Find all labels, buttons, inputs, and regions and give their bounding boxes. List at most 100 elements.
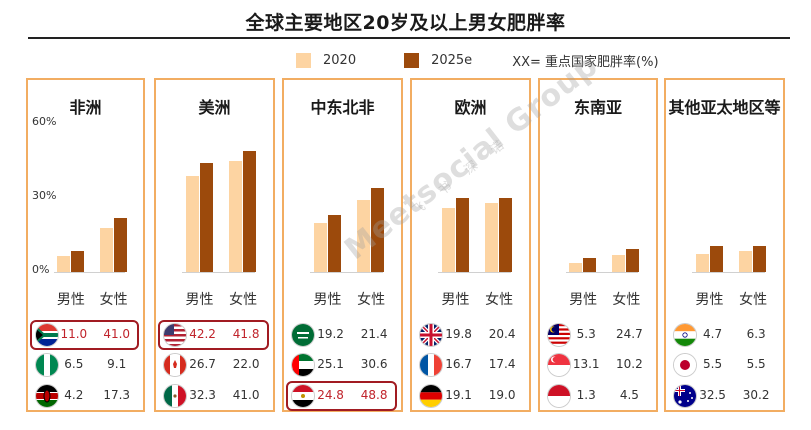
- x-category-label: 男性: [313, 292, 342, 308]
- egypt-flag-icon: [292, 385, 314, 407]
- saudi-flag-icon: [292, 324, 314, 346]
- male-rate-value: 32.3: [189, 388, 216, 402]
- region-panel: 中东北非男性 女性 19.2 21.4 25.1 30.6 24.8 48.8: [282, 78, 403, 412]
- female-rate-value: 4.5: [619, 388, 639, 402]
- bar-2025e-female: [753, 246, 767, 272]
- y-tick-label: 0%: [32, 263, 50, 276]
- bar-2020-female: [485, 202, 499, 272]
- region-panel: 非洲 60% 30% 0% 男性 女性 11.0 41.0 6.5 9.1 4.2 17.3: [26, 78, 145, 412]
- male-rate-value: 26.7: [189, 357, 216, 371]
- female-rate-value: 48.8: [360, 388, 388, 402]
- male-rate-value: 11.0: [60, 327, 88, 341]
- region-panel: 东南亚 男性 女性 5.3 24.7 13.1 10.2 1.3 4.5: [538, 78, 658, 412]
- legend-label-2025e: 2025e: [431, 53, 473, 68]
- panel-title: 中东北非: [310, 98, 375, 117]
- x-axis-line: [310, 272, 383, 273]
- uae-flag-icon: [292, 354, 314, 376]
- male-rate-value: 6.5: [64, 357, 84, 371]
- bar-2020-female: [357, 200, 371, 272]
- female-rate-value: 30.2: [742, 388, 770, 402]
- male-rate-value: 4.7: [703, 327, 723, 341]
- x-category-label: 女性: [357, 292, 386, 308]
- bar-2025e-female: [113, 217, 127, 272]
- south-africa-flag-icon: [36, 324, 58, 346]
- mexico-flag-icon: [164, 385, 186, 407]
- indonesia-flag-icon: [548, 385, 570, 407]
- male-rate-value: 42.2: [189, 327, 216, 341]
- legend: 2020 2025e XX= 重点国家肥胖率(%): [296, 51, 659, 70]
- highlight-box: [30, 320, 139, 350]
- x-axis-line: [692, 272, 765, 273]
- male-rate-value: 5.3: [576, 327, 596, 341]
- bar-2025e-male: [709, 246, 723, 272]
- male-rate-value: 24.8: [317, 388, 344, 402]
- legend-swatch-2020: [296, 53, 311, 68]
- legend-swatch-2025e: [404, 53, 420, 68]
- bar-2025e-male: [70, 251, 84, 272]
- female-rate-value: 22.0: [232, 357, 260, 371]
- region-panel: 美洲 男性 女性 42.2 41.8 26.7 22.0 32.3 41.0: [154, 78, 275, 412]
- male-rate-value: 19.1: [445, 388, 472, 402]
- panel-title: 欧洲: [454, 98, 487, 117]
- x-category-label: 男性: [569, 292, 598, 308]
- bar-2020-male: [313, 222, 327, 272]
- x-category-label: 男性: [185, 292, 214, 308]
- bar-2025e-female: [626, 248, 640, 272]
- usa-flag-icon: [164, 324, 186, 346]
- male-rate-value: 4.2: [64, 388, 84, 402]
- x-category-label: 女性: [229, 292, 258, 308]
- x-category-label: 女性: [99, 292, 128, 308]
- malaysia-flag-icon: [548, 324, 570, 346]
- region-panel: 欧洲 男性 女性 19.8 20.4 16.7 17.4 19.1 19.0: [410, 78, 531, 412]
- nigeria-flag-icon: [36, 354, 58, 376]
- bar-2020-female: [99, 227, 113, 272]
- female-rate-value: 6.3: [746, 327, 766, 341]
- x-category-label: 女性: [612, 292, 641, 308]
- bar-2025e-female: [371, 188, 385, 272]
- bar-2020-female: [229, 161, 243, 272]
- x-category-label: 女性: [485, 292, 514, 308]
- bar-2020-female: [739, 251, 753, 272]
- female-rate-value: 19.0: [488, 388, 516, 402]
- female-rate-value: 21.4: [360, 327, 388, 341]
- france-flag-icon: [420, 354, 442, 376]
- bar-2020-male: [185, 175, 199, 272]
- bar-2025e-female: [243, 151, 257, 272]
- y-tick-label: 60%: [32, 115, 57, 128]
- male-rate-value: 25.1: [317, 357, 344, 371]
- bar-2025e-female: [499, 198, 513, 272]
- bar-2020-male: [56, 255, 70, 272]
- canada-flag-icon: [164, 354, 186, 376]
- legend-label-2020: 2020: [323, 53, 357, 68]
- highlight-box: [158, 320, 269, 350]
- male-rate-value: 19.2: [317, 327, 344, 341]
- bar-2025e-male: [327, 215, 341, 272]
- chart-title: 全球主要地区20岁及以上男女肥胖率: [245, 12, 566, 34]
- bar-2020-female: [612, 254, 626, 272]
- legend-note: XX= 重点国家肥胖率(%): [512, 55, 659, 70]
- legend-item-2025e: 2025e: [404, 53, 472, 68]
- panel-title: 东南亚: [573, 98, 622, 117]
- female-rate-value: 17.3: [103, 388, 131, 402]
- australia-flag-icon: [674, 385, 696, 407]
- bar-2025e-male: [199, 163, 213, 272]
- germany-flag-icon: [420, 385, 442, 407]
- x-axis-line: [566, 272, 638, 273]
- bar-2020-male: [695, 253, 709, 272]
- female-rate-value: 30.6: [360, 357, 388, 371]
- x-category-label: 女性: [739, 292, 768, 308]
- male-rate-value: 19.8: [445, 327, 472, 341]
- highlight-box: [286, 381, 397, 411]
- kenya-flag-icon: [36, 385, 58, 407]
- title-rule: [28, 37, 790, 39]
- female-rate-value: 41.0: [232, 388, 260, 402]
- male-rate-value: 1.3: [576, 388, 596, 402]
- female-rate-value: 41.8: [232, 327, 260, 341]
- panel-title: 非洲: [69, 98, 102, 117]
- bar-2020-male: [441, 207, 455, 272]
- female-rate-value: 24.7: [616, 327, 643, 341]
- male-rate-value: 32.5: [699, 388, 726, 402]
- y-tick-label: 30%: [32, 189, 57, 202]
- singapore-flag-icon: [548, 354, 570, 376]
- female-rate-value: 5.5: [746, 357, 766, 371]
